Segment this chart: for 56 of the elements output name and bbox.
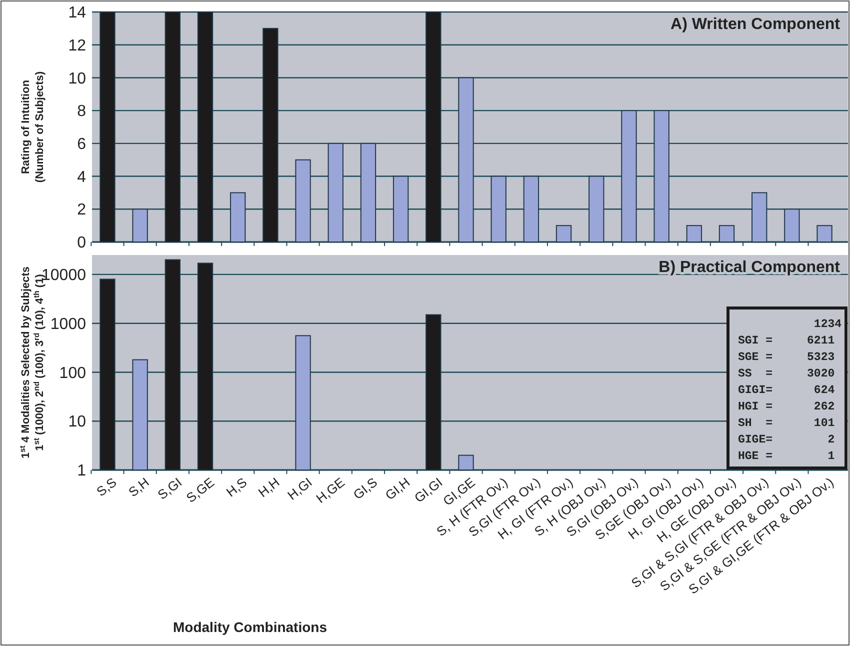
y-tick-label: 1	[77, 462, 86, 480]
y-tick-label: 10	[68, 414, 86, 431]
annotation: GIGI= 624	[738, 384, 835, 397]
bar	[556, 225, 572, 242]
bar	[816, 225, 832, 242]
annotation: SS = 3020	[738, 368, 835, 380]
bar	[262, 28, 278, 242]
bar	[621, 110, 637, 242]
bar	[392, 176, 409, 242]
x-tick-label: S,S	[94, 474, 120, 500]
y-tick-label: 0	[77, 234, 86, 252]
bar	[458, 77, 474, 242]
bar	[523, 176, 540, 242]
bar	[686, 225, 702, 242]
x-tick-label: H,S	[223, 474, 250, 500]
y-tick-label: 1000	[50, 316, 86, 333]
annotation: 1234	[738, 318, 842, 331]
y-tick-label: 10	[68, 70, 86, 88]
bar	[132, 208, 148, 242]
bar	[718, 225, 735, 242]
bar	[100, 12, 116, 242]
y-tick-label: 12	[68, 37, 86, 54]
chart-title: B) Practical Component	[658, 259, 841, 276]
annotation: SGI = 6211	[738, 334, 835, 348]
bar	[752, 192, 768, 242]
x-tick-label: GI,S	[350, 474, 380, 502]
bar	[654, 110, 670, 242]
bar	[230, 192, 246, 242]
bar	[588, 176, 604, 242]
bar	[360, 142, 376, 242]
x-tick-label: S,H	[126, 474, 152, 500]
bar	[164, 12, 180, 242]
y-tick-label: 6	[77, 136, 86, 154]
annotation: SH = 101	[738, 417, 835, 430]
x-tick-label: S,GI	[154, 474, 185, 502]
y-tick-label: 4	[77, 168, 86, 186]
annotation: HGI = 262	[738, 400, 835, 414]
bar	[197, 12, 214, 242]
y-tick-label: 14	[68, 4, 86, 22]
x-tick-label: H,GI	[284, 474, 315, 503]
bar	[295, 159, 311, 242]
bar	[328, 142, 344, 242]
x-axis-title: Modality Combinations	[173, 619, 328, 635]
y-axis-title: Rating of Intuition (Number of Subjects)	[20, 71, 46, 183]
bar	[490, 176, 506, 242]
y-tick-label: 8	[77, 103, 86, 120]
annotation: HGE = 1	[738, 450, 835, 463]
annotation: GIGE= 2	[738, 434, 835, 446]
annotation: SGE = 5323	[738, 351, 835, 364]
y-tick-label: 100	[59, 364, 86, 382]
x-tick-label: GI,H	[382, 474, 413, 503]
y-tick-label: 2	[77, 202, 86, 219]
bar	[784, 208, 800, 242]
x-tick-label: H,H	[255, 474, 282, 500]
chart-title: A) Written Component	[670, 16, 841, 33]
bar	[426, 12, 442, 242]
